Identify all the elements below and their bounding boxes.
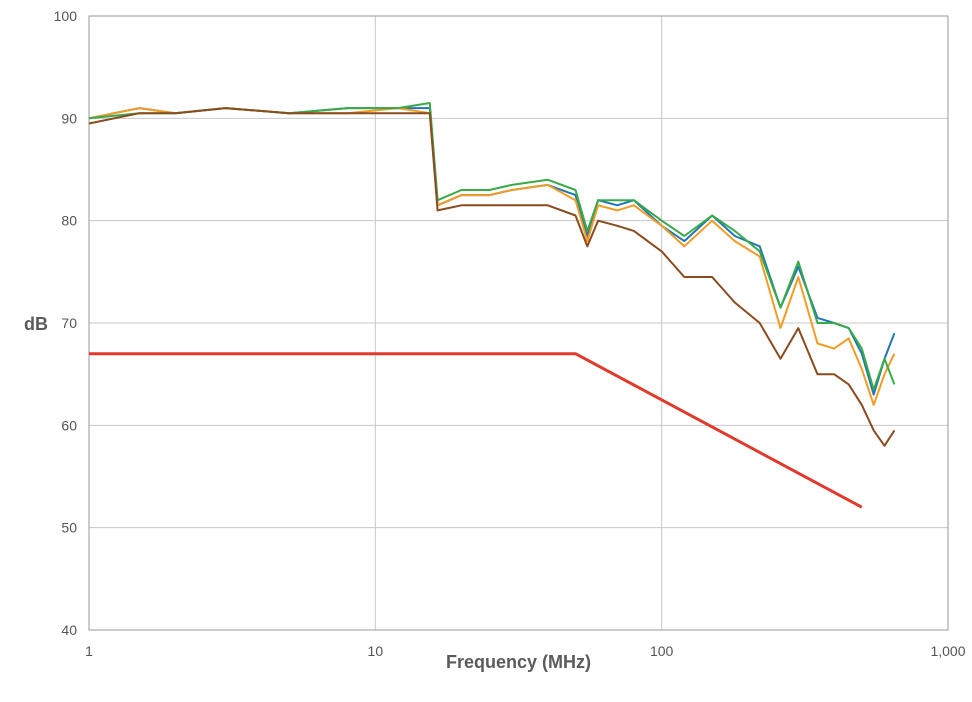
series-line [89,108,894,446]
x-tick-label: 100 [650,643,674,659]
y-tick-label: 100 [54,8,78,24]
y-tick-label: 50 [61,520,77,536]
x-axis-title: Frequency (MHz) [446,652,591,672]
y-axis-title: dB [24,314,48,334]
y-tick-label: 90 [61,110,77,126]
y-tick-label: 70 [61,315,77,331]
x-tick-label: 1 [85,643,93,659]
y-tick-label: 40 [61,622,77,638]
series-line [89,354,862,508]
series-line [89,108,894,405]
x-tick-label: 1,000 [930,643,965,659]
series-line [89,108,894,395]
series-lines [89,103,894,507]
x-tick-label: 10 [368,643,384,659]
y-tick-label: 80 [61,213,77,229]
y-tick-label: 60 [61,417,77,433]
